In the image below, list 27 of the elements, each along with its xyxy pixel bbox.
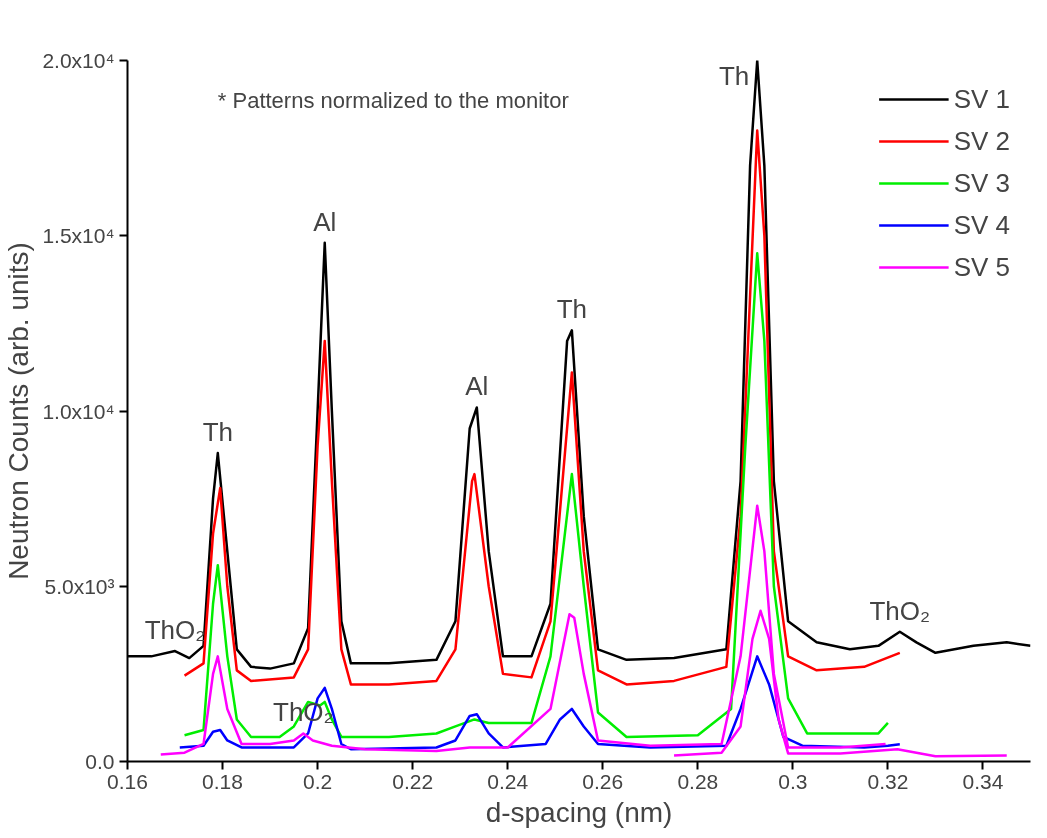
- annotation: * Patterns normalized to the monitor: [217, 88, 569, 113]
- y-tick-label: 1.5x10⁴: [42, 224, 115, 248]
- x-tick-label: 0.26: [582, 769, 624, 793]
- y-axis-title: Neutron Counts (arb. units): [3, 242, 35, 580]
- annotation: Th: [556, 294, 588, 325]
- annotation: Th: [718, 60, 750, 91]
- annotation: Al: [465, 371, 489, 402]
- annotation: Al: [313, 206, 337, 237]
- x-axis-title: d-spacing (nm): [485, 796, 673, 828]
- legend-label: SV 3: [953, 166, 1010, 200]
- legend-label: SV 5: [953, 250, 1010, 284]
- x-tick-label: 0.32: [867, 769, 909, 793]
- annotation: ThO₂: [869, 595, 931, 626]
- y-tick-label: 1.0x10⁴: [42, 399, 115, 423]
- annotation: Th: [202, 417, 233, 448]
- x-tick-label: 0.28: [677, 769, 719, 793]
- y-tick-label: 5.0x10³: [44, 574, 115, 598]
- x-tick-label: 0.24: [487, 769, 529, 793]
- x-tick-label: 0.22: [392, 769, 434, 793]
- legend-label: SV 1: [953, 82, 1010, 116]
- x-tick-label: 0.3: [778, 769, 808, 793]
- x-tick-label: 0.2: [303, 769, 333, 793]
- legend-label: SV 4: [953, 208, 1010, 242]
- x-tick-label: 0.34: [962, 769, 1004, 793]
- y-tick-label: 2.0x10⁴: [42, 49, 115, 72]
- legend-label: SV 2: [953, 124, 1010, 158]
- x-tick-label: 0.18: [202, 769, 243, 793]
